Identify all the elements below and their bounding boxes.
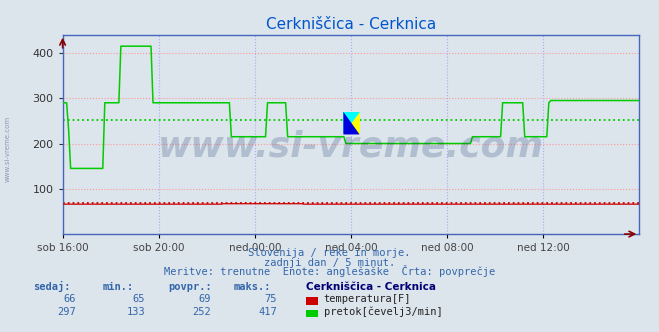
Text: 133: 133	[127, 307, 145, 317]
Polygon shape	[343, 112, 360, 134]
Text: 65: 65	[132, 294, 145, 304]
Text: 252: 252	[192, 307, 211, 317]
Text: 417: 417	[258, 307, 277, 317]
Text: min.:: min.:	[102, 282, 133, 291]
Text: 75: 75	[264, 294, 277, 304]
Text: Cerkniščica - Cerknica: Cerkniščica - Cerknica	[306, 282, 436, 291]
Text: maks.:: maks.:	[234, 282, 272, 291]
Text: temperatura[F]: temperatura[F]	[324, 294, 411, 304]
Text: www.si-vreme.com: www.si-vreme.com	[158, 129, 544, 163]
Text: 66: 66	[63, 294, 76, 304]
Text: pretok[čevelj3/min]: pretok[čevelj3/min]	[324, 306, 442, 317]
Text: 69: 69	[198, 294, 211, 304]
Text: Meritve: trenutne  Enote: anglešaške  Črta: povprečje: Meritve: trenutne Enote: anglešaške Črta…	[164, 265, 495, 277]
Text: sedaj:: sedaj:	[33, 281, 71, 291]
Title: Cerkniščica - Cerknica: Cerkniščica - Cerknica	[266, 17, 436, 32]
Text: povpr.:: povpr.:	[168, 282, 212, 291]
Text: 297: 297	[57, 307, 76, 317]
Text: zadnji dan / 5 minut.: zadnji dan / 5 minut.	[264, 258, 395, 268]
Polygon shape	[343, 112, 360, 134]
Polygon shape	[343, 112, 360, 134]
Text: www.si-vreme.com: www.si-vreme.com	[5, 116, 11, 183]
Text: Slovenija / reke in morje.: Slovenija / reke in morje.	[248, 248, 411, 258]
